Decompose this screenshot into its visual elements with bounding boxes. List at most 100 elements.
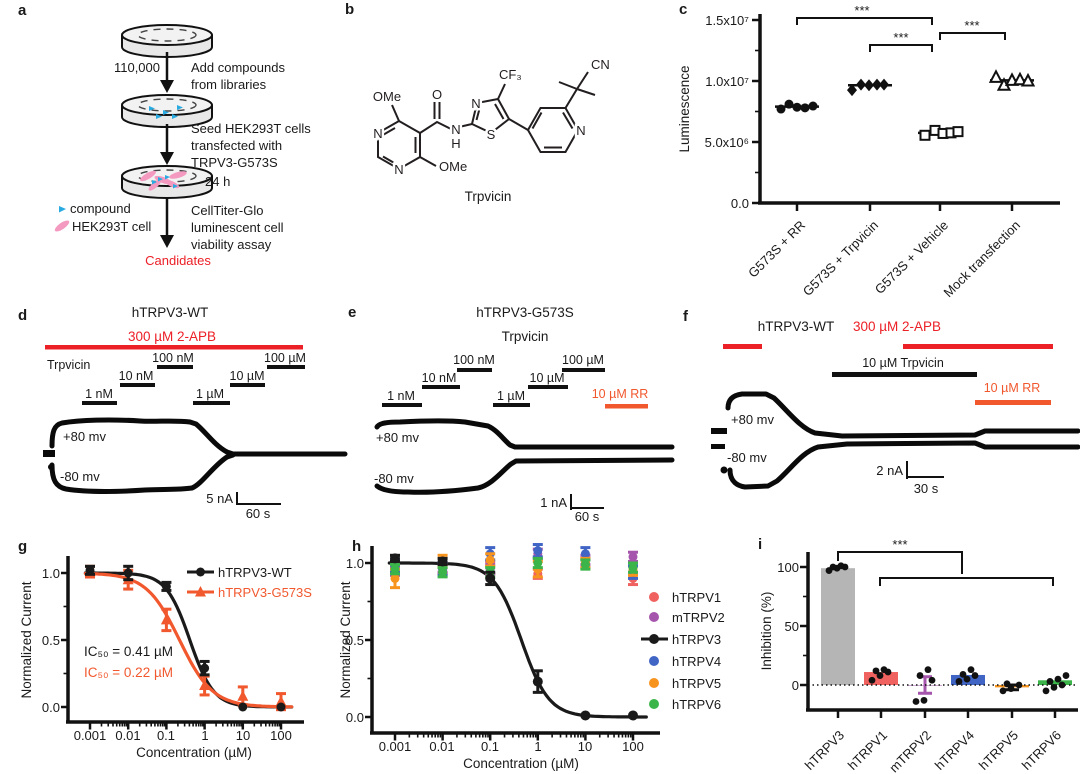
atom-n-thiazole: N (471, 96, 480, 111)
e-conc-3: 1 µM (497, 389, 525, 403)
atom-n-ring-left: N (373, 126, 382, 141)
f-scale-time: 30 s (914, 481, 939, 496)
f-scale-current: 2 nA (876, 463, 903, 478)
h-x-ticks (393, 733, 635, 741)
e-conc-4: 10 µM (530, 371, 565, 385)
g-xtick-4: 10 (236, 728, 250, 743)
g-y-axis-title: Normalized Current (19, 581, 34, 698)
g-legend-glyphs (187, 567, 214, 597)
step2-line1: Seed HEK293T cells (191, 121, 311, 136)
petri-dish-icon (121, 24, 213, 58)
d-conc-5: 100 µM (264, 351, 306, 365)
g-x-axis-title: Concentration (µM) (136, 745, 252, 760)
h-legend-trpv5: hTRPV5 (672, 676, 721, 691)
panel-h-label: h (352, 538, 361, 555)
i-category-2: mTRPV2 (886, 728, 934, 774)
d-voltage-pos: +80 mv (63, 429, 106, 444)
f-voltage-neg: -80 mv (727, 450, 767, 465)
d-conc-bar (267, 365, 305, 369)
e-conc-bar (382, 403, 422, 407)
h-x-axis-title: Concentration (µM) (463, 756, 579, 771)
h-legend-trpv6: hTRPV6 (672, 697, 721, 712)
c-sig-1: *** (893, 30, 908, 45)
i-y-ticks (800, 565, 808, 687)
step3-line1: CellTiter-Glo (191, 203, 263, 218)
i-x-ticks (836, 710, 1057, 718)
i-category-0: hTRPV3 (802, 728, 847, 773)
g-xtick-1: 0.01 (115, 728, 140, 743)
panel-e: e hTRPV3-G573S Trpvicin 1 nM 10 nM 100 n… (348, 304, 675, 524)
d-scale-time: 60 s (246, 506, 271, 521)
c-significance-brackets (796, 17, 1006, 52)
c-category-3: Mock transfection (940, 218, 1023, 301)
c-ytick-1: 5.0x10⁶ (705, 135, 749, 150)
i-category-3: hTRPV4 (932, 728, 977, 773)
workflow-arrow-icon (160, 198, 174, 248)
incubation-time: 24 h (205, 174, 230, 189)
panel-g-label: g (18, 538, 27, 555)
h-minor-ticks (408, 733, 632, 738)
cell-legend-icon (54, 220, 70, 232)
g-legend-g573s: hTRPV3-G573S (218, 585, 312, 600)
cell-count: 110,000 (114, 60, 160, 75)
g-ic50-wt: IC₅₀ = 0.41 µM (84, 644, 173, 659)
f-scale-bar (906, 461, 944, 479)
i-category-1: hTRPV1 (845, 728, 890, 773)
d-agonist-bar (45, 345, 303, 350)
h-y-axis-title: Normalized Current (338, 581, 353, 698)
d-conc-bar (230, 383, 265, 387)
i-y-axis-title: Inhibition (%) (759, 592, 774, 671)
i-ytick-0: 0 (792, 678, 799, 693)
i-category-4: hTRPV5 (976, 728, 1021, 773)
e-scale-bar (570, 494, 604, 510)
i-significance-bracket (837, 551, 1054, 586)
d-drug-label: Trpvicin (47, 358, 90, 372)
h-legend-trpv4: hTRPV4 (672, 654, 721, 669)
d-agonist-label: 300 µM 2-APB (128, 329, 216, 344)
f-current-trace (711, 391, 1080, 490)
c-data-points (775, 69, 1036, 141)
d-conc-bar (157, 365, 193, 369)
c-sig-0: *** (854, 3, 869, 18)
d-conc-4: 10 µM (230, 369, 265, 383)
c-ytick-2: 1.0x10⁷ (705, 74, 749, 89)
atom-s-thiazole: S (487, 127, 496, 142)
e-conc-bar (493, 403, 530, 407)
atom-n-ring-bottom: N (394, 162, 403, 177)
panel-c: c 1.5x10⁷ 1.0x10⁷ 5.0x10⁶ 0.0 Luminescen… (677, 1, 1060, 300)
d-scale-current: 5 nA (206, 491, 233, 506)
petri-dish-compounds-icon (121, 94, 213, 128)
e-title: hTRPV3-G573S (476, 305, 574, 320)
h-xtick-4: 10 (578, 739, 592, 754)
d-scale-bar (236, 492, 281, 505)
c-ytick-3: 1.5x10⁷ (705, 13, 749, 28)
d-voltage-neg: -80 mv (60, 469, 100, 484)
c-category-1: G573S + Trpvicin (800, 218, 881, 299)
f-blocker-bar (975, 400, 1051, 405)
atom-ome-top: OMe (373, 89, 401, 104)
panel-b: b OMe O N N OMe N H N S CF₃ (345, 1, 612, 204)
h-ytick-0: 0.0 (346, 710, 364, 725)
e-voltage-pos: +80 mv (376, 430, 419, 445)
g-x-ticks (88, 722, 283, 730)
atom-o: O (432, 87, 442, 102)
h-legend-trpv1: hTRPV1 (672, 590, 721, 605)
atom-ome-bottom: OMe (439, 159, 467, 174)
panel-f-label: f (683, 308, 689, 325)
panel-d: d hTRPV3-WT 300 µM 2-APB Trpvicin 1 nM 1… (18, 305, 348, 521)
panel-i: i 100 50 0 Inhibition (%) hTRPV3 hTRPV1 … (758, 536, 1078, 774)
panel-b-label: b (345, 1, 354, 18)
i-category-5: hTRPV6 (1019, 728, 1064, 773)
step3-line2: luminescent cell (191, 220, 284, 235)
f-agonist-label: 300 µM 2-APB (853, 319, 941, 334)
h-y-ticks (365, 561, 372, 719)
chemical-structure: OMe O N N OMe N H N S CF₃ N CN (370, 55, 612, 180)
panel-d-label: d (18, 307, 27, 324)
panel-c-label: c (679, 1, 687, 18)
h-legend-trpv2: mTRPV2 (672, 610, 725, 625)
e-conc-5: 100 µM (562, 353, 604, 367)
i-ytick-2: 100 (777, 560, 799, 575)
compound-name: Trpvicin (465, 189, 512, 204)
g-legend-wt: hTRPV3-WT (218, 565, 292, 580)
